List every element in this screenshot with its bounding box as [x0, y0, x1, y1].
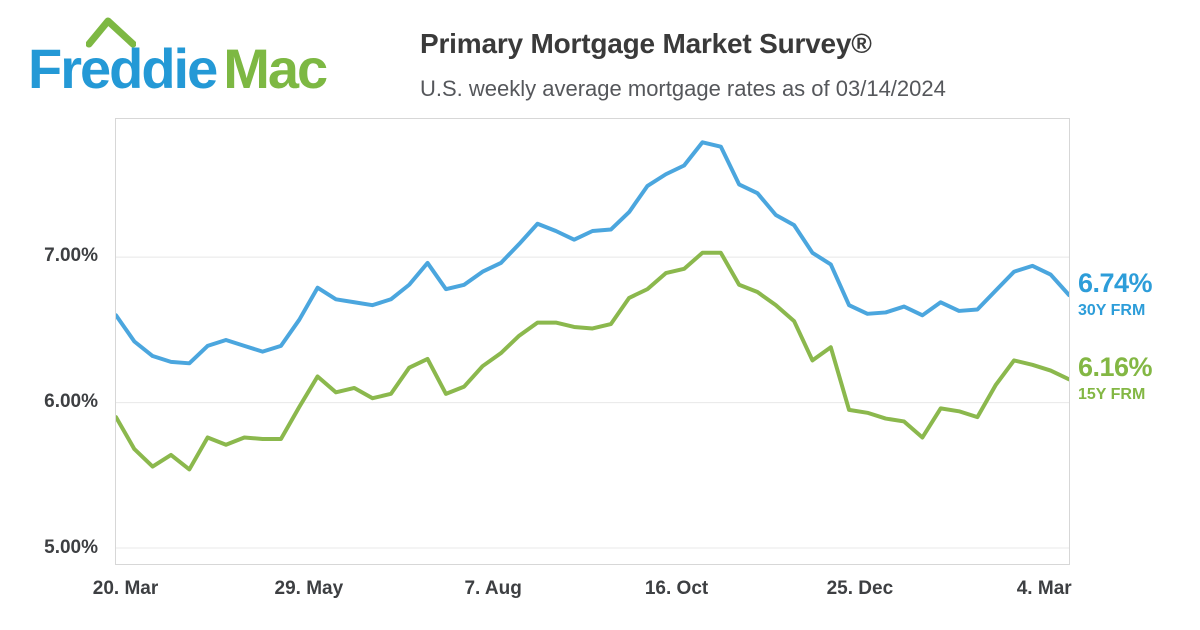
- chart-canvas: [116, 140, 1069, 549]
- house-roof-icon: [86, 17, 136, 48]
- x-axis-label: 29. May: [274, 578, 344, 599]
- legend-30y-value: 6.74%: [1078, 268, 1153, 298]
- logo-text-mac: Mac: [223, 37, 328, 100]
- legend-30y-name: 30Y FRM: [1078, 302, 1146, 319]
- freddie-mac-logo: Freddie Mac: [28, 6, 398, 106]
- x-axis-label: 20. Mar: [92, 578, 159, 599]
- x-axis-label: 25. Dec: [826, 578, 894, 599]
- legend-15y-name: 15Y FRM: [1078, 386, 1146, 403]
- rates-line-chart: [115, 118, 1070, 565]
- line-30y-frm: [116, 140, 1069, 366]
- x-axis-label: 7. Aug: [464, 578, 522, 599]
- line-15y-frm: [116, 250, 1069, 472]
- x-axis-label: 4. Mar: [1016, 578, 1072, 599]
- x-axis-label: 16. Oct: [644, 578, 709, 599]
- logo-text-freddie: Freddie: [28, 37, 218, 100]
- page-subtitle: U.S. weekly average mortgage rates as of…: [420, 76, 946, 101]
- y-axis-label: 5.00%: [44, 536, 98, 558]
- logo-wordmark: Freddie Mac: [28, 36, 328, 101]
- y-axis-label: 7.00%: [44, 244, 98, 266]
- legend-15y-value: 6.16%: [1078, 352, 1153, 382]
- title-block: Primary Mortgage Market Survey® U.S. wee…: [420, 28, 946, 102]
- page-title: Primary Mortgage Market Survey®: [420, 28, 872, 59]
- y-axis-label: 6.00%: [44, 390, 98, 412]
